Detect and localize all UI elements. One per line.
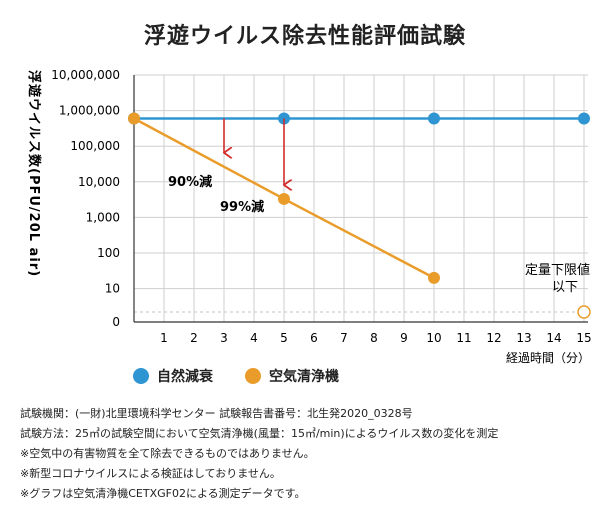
chart-svg: 10,000,0001,000,000100,00010,0001,000100… xyxy=(26,68,592,365)
x-tick-label: 14 xyxy=(546,331,561,345)
x-tick-label: 1 xyxy=(160,331,168,345)
series-natural-point xyxy=(578,112,590,125)
notes: 試験機関：(一財)北里環境科学センター 試験報告書番号：北生発2020_0328… xyxy=(20,404,498,504)
legend-label-natural: 自然減衰 xyxy=(157,369,213,385)
y-axis-label: 浮遊ウイルス数(PFU/20L air) xyxy=(26,70,42,277)
x-tick-label: 3 xyxy=(220,331,228,345)
legend-swatch-natural xyxy=(133,368,149,384)
y-tick-label: 10,000,000 xyxy=(51,68,120,82)
x-tick-label: 13 xyxy=(516,331,531,345)
y-tick-label: 1,000 xyxy=(86,210,120,224)
x-axis-label: 経過時間（分） xyxy=(506,351,590,365)
x-tick-label: 11 xyxy=(456,331,471,345)
detection-limit-label-1: 定量下限値 xyxy=(525,262,590,278)
series-purifier-point xyxy=(128,112,140,125)
x-tick-label: 5 xyxy=(280,331,288,345)
y-tick-label: 100,000 xyxy=(70,139,120,153)
legend-item-purifier: 空気清浄機 xyxy=(245,366,339,386)
x-tick-label: 9 xyxy=(400,331,408,345)
note-covid: ※新型コロナウイルスによる検証はしておりません。 xyxy=(20,467,281,480)
detection-limit-label-2: 以下 xyxy=(552,280,578,295)
y-tick-label: 10 xyxy=(105,282,120,296)
x-tick-label: 8 xyxy=(370,331,378,345)
legend-swatch-purifier xyxy=(245,368,261,384)
series-purifier-point xyxy=(428,271,440,284)
series-natural-point xyxy=(428,112,440,125)
x-tick-label: 2 xyxy=(190,331,198,345)
x-tick-label: 6 xyxy=(310,331,318,345)
x-tick-label: 12 xyxy=(486,331,501,345)
legend: 自然減衰 空気清浄機 xyxy=(133,366,339,386)
legend-label-purifier: 空気清浄機 xyxy=(269,369,339,385)
x-tick-label: 15 xyxy=(576,331,591,345)
reduction-label: 90%減 xyxy=(168,174,212,190)
note-disclaimer: ※空気中の有害物質を全て除去できるものではありません。 xyxy=(20,447,315,460)
y-tick-label: 10,000 xyxy=(78,175,120,189)
y-tick-label-zero: 0 xyxy=(112,315,120,329)
x-tick-label: 7 xyxy=(340,331,348,345)
legend-item-natural: 自然減衰 xyxy=(133,366,213,386)
y-tick-label: 100 xyxy=(97,246,120,260)
note-model: ※グラフは空気清浄機CETXGF02による測定データです。 xyxy=(20,487,306,500)
y-tick-label: 1,000,000 xyxy=(59,104,120,118)
x-tick-label: 10 xyxy=(426,331,441,345)
reduction-label: 99%減 xyxy=(220,199,264,215)
series-purifier-point xyxy=(278,192,290,205)
detection-limit-marker xyxy=(577,305,591,319)
note-lab: 試験機関：(一財)北里環境科学センター 試験報告書番号：北生発2020_0328… xyxy=(20,407,413,420)
note-method: 試験方法：25㎥の試験空間において空気清浄機(風量：15㎥/min)によるウイル… xyxy=(20,427,499,440)
x-tick-label: 4 xyxy=(250,331,258,345)
chart-title: 浮遊ウイルス除去性能評価試験 xyxy=(143,24,466,49)
